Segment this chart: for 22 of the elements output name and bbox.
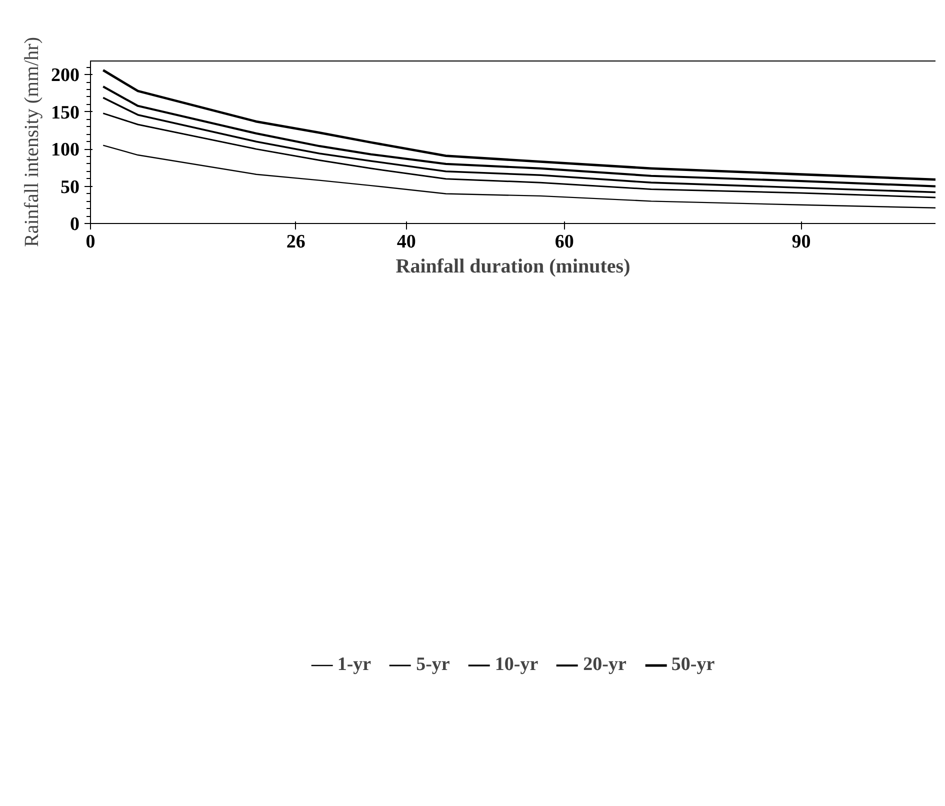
legend-label: 10-yr (494, 654, 538, 676)
line-series (102, 68, 936, 181)
y-tick-label: 50 (60, 176, 80, 198)
line-series (102, 144, 936, 208)
legend-label: 20-yr (583, 654, 626, 676)
y-tick-label: 0 (70, 214, 80, 235)
y-axis-title: Rainfall intensity (mm/hr) (21, 37, 43, 247)
y-tick-label: 150 (51, 102, 80, 124)
x-tick-label: 26 (286, 232, 306, 252)
legend-label: 50-yr (671, 654, 715, 676)
legend-label: 5-yr (416, 654, 450, 676)
legend-label: 1-yr (337, 654, 372, 676)
y-tick-label: 200 (51, 65, 80, 86)
x-tick-label: 40 (396, 232, 416, 252)
x-axis-title: Rainfall duration (minutes) (396, 256, 630, 278)
y-tick-label: 100 (51, 140, 80, 161)
x-tick-label: 60 (554, 232, 574, 252)
line-series (102, 112, 936, 198)
x-tick-label: 0 (86, 232, 96, 252)
line-series (102, 96, 936, 194)
x-tick-label: 90 (792, 232, 811, 252)
line-series (102, 86, 936, 188)
